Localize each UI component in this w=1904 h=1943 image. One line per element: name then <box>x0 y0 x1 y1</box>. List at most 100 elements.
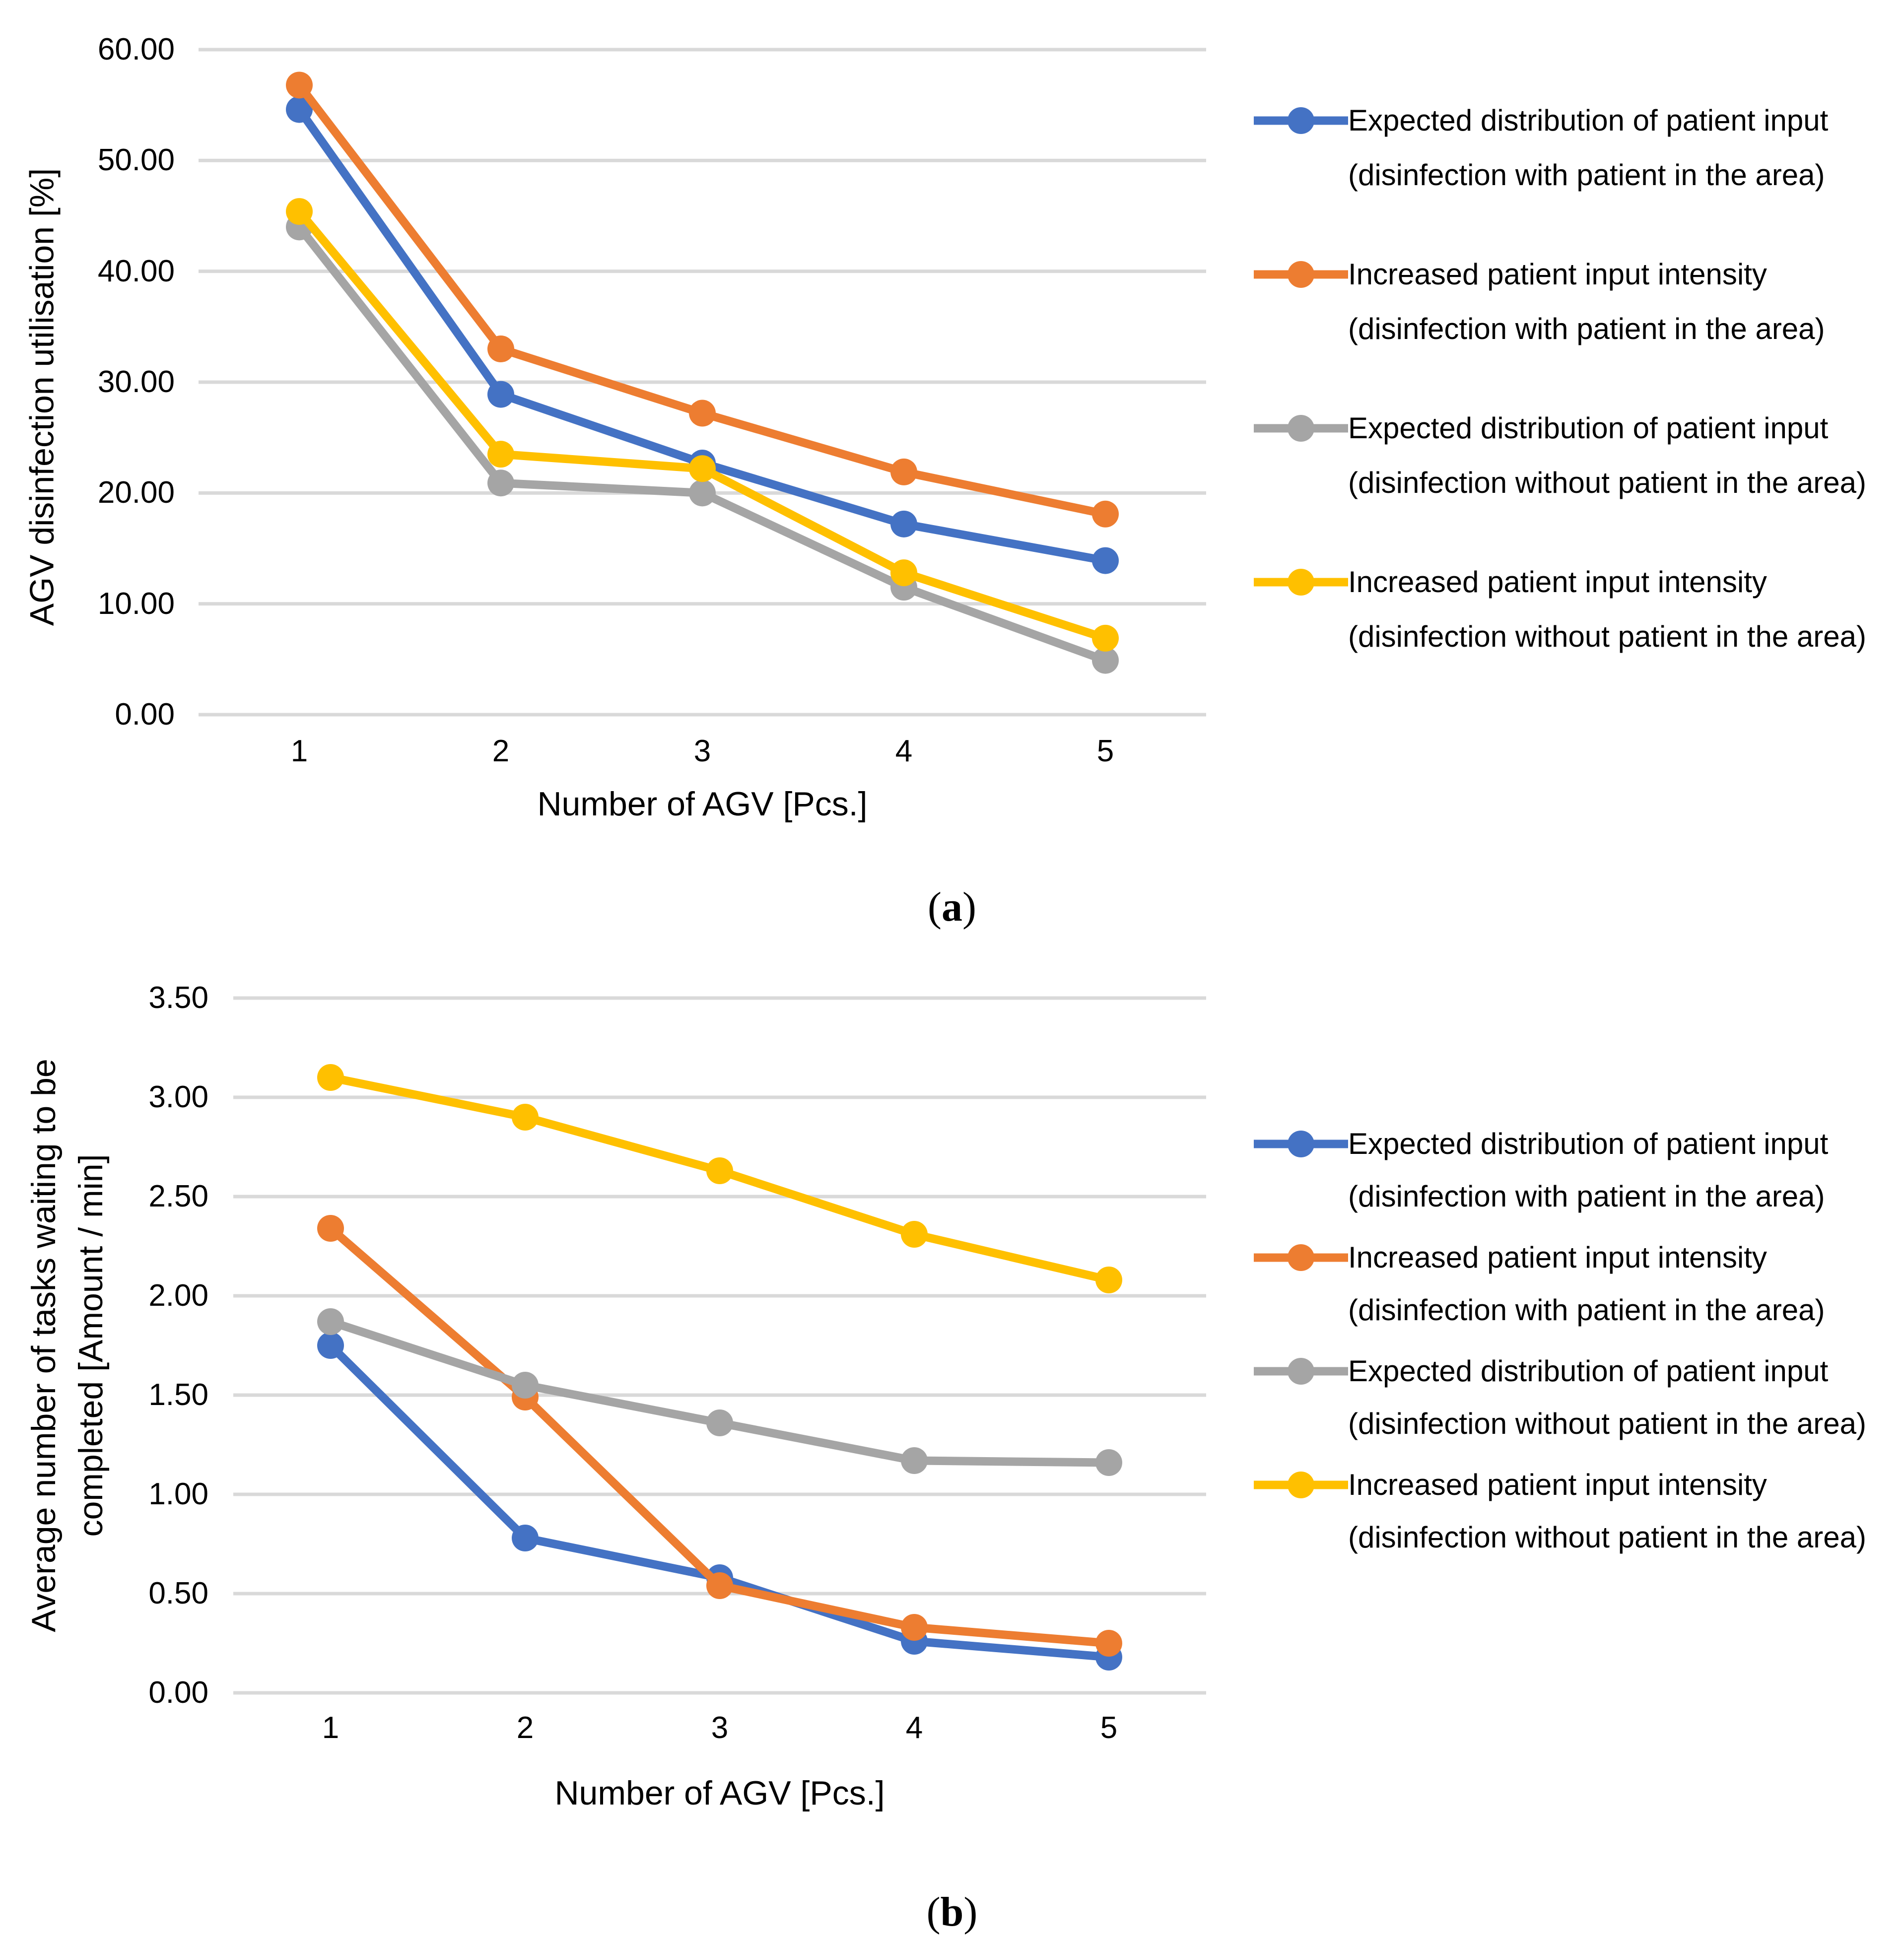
x-tick-label: 2 <box>492 734 510 768</box>
legend-line-marker-icon <box>1249 555 1353 612</box>
legend-label: Expected distribution of patient input (… <box>1348 1354 1866 1440</box>
series-marker-yellow <box>512 1104 539 1131</box>
legend-line-marker-icon <box>1249 1345 1353 1400</box>
legend-line-marker-icon <box>1249 1118 1353 1173</box>
series-marker-blue <box>1092 547 1119 574</box>
series-line-blue <box>326 1341 1113 1662</box>
series-marker-orange <box>689 400 716 427</box>
y-tick-label: 30.00 <box>97 365 175 399</box>
caption-a-close-paren: ) <box>962 884 976 930</box>
y-tick-label: 2.00 <box>148 1278 208 1313</box>
series-marker-gray <box>317 1308 344 1335</box>
series-marker-yellow <box>890 559 917 587</box>
series-marker-yellow <box>1095 1267 1122 1293</box>
caption-b-close-paren: ) <box>963 1889 978 1935</box>
legend-line-marker-icon <box>1249 93 1353 150</box>
chart-a-x-axis-title: Number of AGV [Pcs.] <box>537 785 868 823</box>
x-tick-label: 2 <box>516 1711 534 1745</box>
series-marker-gray <box>487 469 514 497</box>
chart-b-y-axis-title-line2: completed [Amount / min] <box>72 1154 110 1537</box>
caption-a-letter: a <box>942 884 962 930</box>
series-marker-orange <box>706 1572 733 1599</box>
chart-a-plot-area <box>199 48 1206 717</box>
x-tick-label: 1 <box>322 1711 340 1745</box>
series-marker-orange <box>487 335 514 362</box>
series-marker-gray <box>689 479 716 507</box>
x-tick-label: 5 <box>1100 1711 1118 1745</box>
caption-b-open-paren: ( <box>926 1889 941 1935</box>
series-line-gray <box>326 1317 1113 1467</box>
legend-label: Expected distribution of patient input (… <box>1348 104 1829 192</box>
legend-item: Expected distribution of patient input (… <box>1249 93 1904 202</box>
legend-item: Expected distribution of patient input (… <box>1249 1345 1904 1450</box>
y-tick-label: 0.00 <box>115 697 175 732</box>
y-tick-label: 40.00 <box>97 254 175 288</box>
legend-label: Expected distribution of patient input (… <box>1348 411 1866 499</box>
series-marker-orange <box>890 458 917 485</box>
series-marker-orange <box>901 1614 928 1641</box>
legend-label: Increased patient input intensity (disin… <box>1348 258 1825 345</box>
series-marker-gray <box>1092 647 1119 674</box>
y-tick-label: 20.00 <box>97 475 175 510</box>
series-marker-gray <box>1095 1449 1122 1476</box>
y-tick-label: 10.00 <box>97 586 175 621</box>
legend-label: Expected distribution of patient input (… <box>1348 1127 1829 1213</box>
legend-item: Expected distribution of patient input (… <box>1249 1118 1904 1223</box>
y-tick-label: 0.00 <box>148 1675 208 1710</box>
y-tick-label: 1.50 <box>148 1378 208 1412</box>
series-marker-yellow <box>706 1157 733 1184</box>
series-marker-yellow <box>487 441 514 468</box>
legend-line-marker-icon <box>1249 1459 1353 1514</box>
y-tick-label: 50.00 <box>97 143 175 178</box>
series-marker-blue <box>317 1332 344 1359</box>
y-tick-label: 2.50 <box>148 1179 208 1213</box>
chart-b-x-axis-title: Number of AGV [Pcs.] <box>554 1774 885 1812</box>
x-tick-label: 5 <box>1096 734 1114 768</box>
series-marker-gray <box>706 1409 733 1436</box>
series-marker-gray <box>901 1447 928 1474</box>
chart-b-legend: Expected distribution of patient input (… <box>1249 1118 1904 1564</box>
x-tick-label: 1 <box>290 734 308 768</box>
y-tick-label: 3.50 <box>148 981 208 1015</box>
caption-a-open-paren: ( <box>928 884 942 930</box>
legend-item: Expected distribution of patient input (… <box>1249 401 1904 510</box>
caption-b-letter: b <box>940 1889 964 1935</box>
legend-label: Increased patient input intensity (disin… <box>1348 1241 1825 1327</box>
chart-b-y-axis-title-line1: Average number of tasks waiting to be <box>25 1059 63 1632</box>
y-tick-label: 1.00 <box>148 1477 208 1511</box>
y-tick-label: 3.00 <box>148 1080 208 1114</box>
series-marker-yellow <box>317 1064 344 1091</box>
x-tick-label: 3 <box>693 734 711 768</box>
series-marker-yellow <box>1092 624 1119 652</box>
caption-b: (b) <box>0 1886 1904 1938</box>
series-marker-yellow <box>901 1221 928 1248</box>
x-tick-label: 4 <box>895 734 913 768</box>
y-tick-label: 0.50 <box>148 1576 208 1610</box>
legend-line-marker-icon <box>1249 247 1353 304</box>
series-marker-orange <box>286 71 313 99</box>
series-marker-blue <box>890 510 917 537</box>
chart-b-y-axis-title: Average number of tasks waiting to be co… <box>20 1059 115 1632</box>
legend-label: Increased patient input intensity (disin… <box>1348 1468 1866 1554</box>
series-marker-yellow <box>689 455 716 482</box>
series-marker-gray <box>512 1372 539 1399</box>
series-marker-blue <box>487 381 514 408</box>
series-marker-blue <box>286 96 313 123</box>
series-marker-orange <box>1092 500 1119 528</box>
legend-line-marker-icon <box>1249 401 1353 458</box>
x-tick-label: 3 <box>711 1711 729 1745</box>
series-marker-orange <box>317 1215 344 1242</box>
x-tick-label: 4 <box>905 1711 923 1745</box>
series-marker-orange <box>1095 1630 1122 1657</box>
legend-item: Increased patient input intensity (disin… <box>1249 247 1904 356</box>
legend-item: Increased patient input intensity (disin… <box>1249 1231 1904 1337</box>
legend-label: Increased patient input intensity (disin… <box>1348 565 1866 653</box>
series-marker-yellow <box>286 198 313 225</box>
chart-a-legend: Expected distribution of patient input (… <box>1249 93 1904 664</box>
legend-item: Increased patient input intensity (disin… <box>1249 555 1904 664</box>
y-tick-label: 60.00 <box>97 32 175 67</box>
chart-b-plot-area <box>233 996 1206 1695</box>
series-marker-blue <box>512 1525 539 1551</box>
legend-line-marker-icon <box>1249 1231 1353 1286</box>
